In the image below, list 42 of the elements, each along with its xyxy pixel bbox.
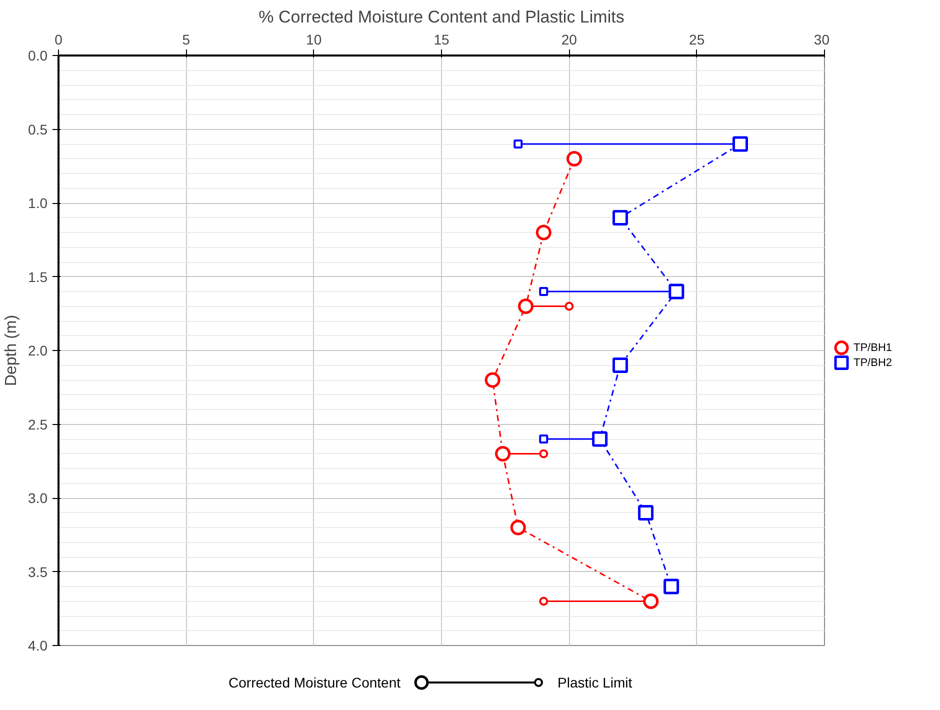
point (518, 298, 534, 314)
point (732, 136, 748, 152)
legend-label: TP/BH1 (854, 342, 892, 354)
y-tick-label: 0.0 (28, 48, 48, 64)
y-tick-label: 3.0 (28, 490, 48, 506)
x-tick-label: 25 (689, 32, 705, 48)
legend-label: TP/BH2 (854, 356, 892, 369)
y-tick-label: 2.5 (28, 416, 48, 432)
point (612, 210, 628, 226)
y-tick-label: 4.0 (28, 638, 48, 654)
point (539, 596, 548, 606)
point (536, 224, 552, 240)
point (539, 449, 548, 458)
point (539, 287, 548, 296)
y-tick-label: 1.0 (28, 195, 48, 211)
y-tick-label: 3.5 (28, 564, 48, 580)
x-tick-label: 5 (182, 32, 190, 48)
text: Plastic Limit (558, 674, 632, 690)
y-tick-label: 2.0 (28, 342, 48, 358)
y-tick-label: 0.5 (28, 121, 48, 138)
point (643, 594, 659, 609)
chart-title: % Corrected Moisture Content and Plastic Limits (258, 8, 624, 26)
point (539, 434, 548, 444)
x-tick-label: 15 (434, 32, 450, 48)
point (514, 140, 523, 148)
point (564, 302, 574, 311)
point (668, 284, 684, 300)
text: Corrected Moisture Content (228, 674, 401, 690)
point (612, 358, 628, 373)
point (592, 431, 608, 447)
point (495, 446, 511, 462)
x-tick-label: 0 (54, 32, 63, 48)
point (638, 505, 654, 520)
point (664, 578, 680, 594)
x-tick-label: 30 (814, 32, 830, 48)
y-tick-label: 1.5 (28, 268, 48, 285)
point (566, 151, 582, 166)
x-tick-label: 20 (561, 32, 578, 48)
y-axis-title: Depth (m) (3, 314, 20, 386)
x-tick-label: 10 (306, 32, 322, 48)
point (510, 520, 526, 536)
point (484, 372, 500, 388)
